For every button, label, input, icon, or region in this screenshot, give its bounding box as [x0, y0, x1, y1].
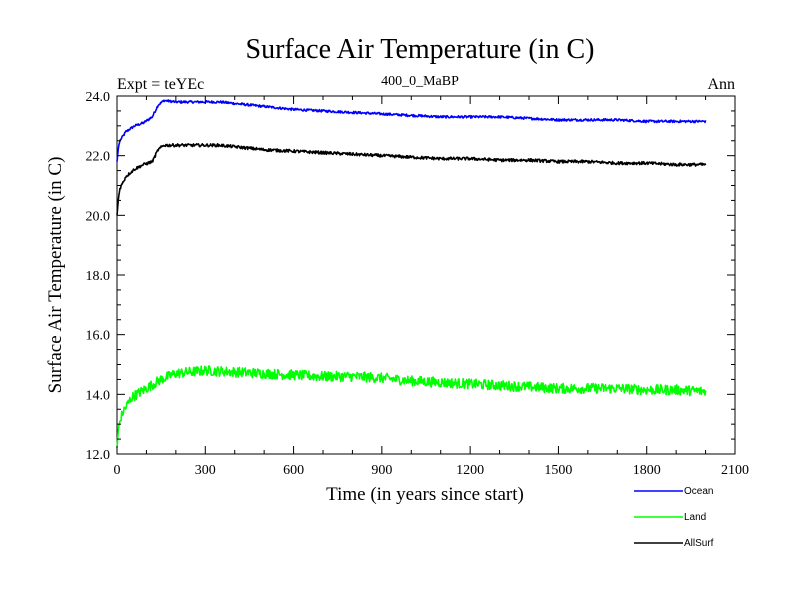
legend: Ocean Land AllSurf	[634, 486, 714, 549]
x-tick-label: 2100	[721, 463, 749, 478]
x-tick-label: 1200	[456, 463, 484, 478]
x-tick-label: 900	[371, 463, 392, 478]
y-tick-label: 22.0	[86, 150, 111, 165]
x-tick-label: 1500	[544, 463, 572, 478]
experiment-label: Expt = teYEc	[117, 76, 204, 93]
y-axis-label: Surface Air Temperature (in C)	[45, 157, 66, 394]
season-label: Ann	[707, 76, 735, 93]
chart-title: Surface Air Temperature (in C)	[246, 34, 595, 65]
x-tick-label: 600	[283, 463, 304, 478]
y-tick-label: 12.0	[86, 448, 111, 463]
legend-label-ocean: Ocean	[684, 486, 713, 497]
period-label: 400_0_MaBP	[381, 74, 459, 89]
series-layer	[116, 99, 707, 449]
y-tick-label: 16.0	[86, 329, 111, 344]
legend-label-land: Land	[684, 512, 706, 523]
y-axis-ticks: 12.0 14.0 16.0 18.0 20.0 22.0 24.0	[86, 90, 735, 463]
x-tick-label: 1800	[633, 463, 661, 478]
plot-frame	[116, 95, 736, 455]
y-tick-label: 20.0	[86, 209, 111, 224]
y-tick-label: 18.0	[86, 269, 111, 284]
x-axis-label: Time (in years since start)	[326, 484, 524, 505]
series-line-ocean	[116, 99, 707, 162]
legend-label-allsurf: AllSurf	[684, 538, 714, 549]
x-tick-label: 300	[195, 463, 216, 478]
x-tick-label: 0	[114, 463, 121, 478]
y-tick-label: 14.0	[86, 388, 111, 403]
series-line-allsurf	[116, 142, 707, 216]
series-line-land	[116, 365, 707, 449]
y-tick-label: 24.0	[86, 90, 111, 105]
x-axis-ticks: 0 300 600 900 1200 1500 1800 2100	[114, 96, 749, 478]
